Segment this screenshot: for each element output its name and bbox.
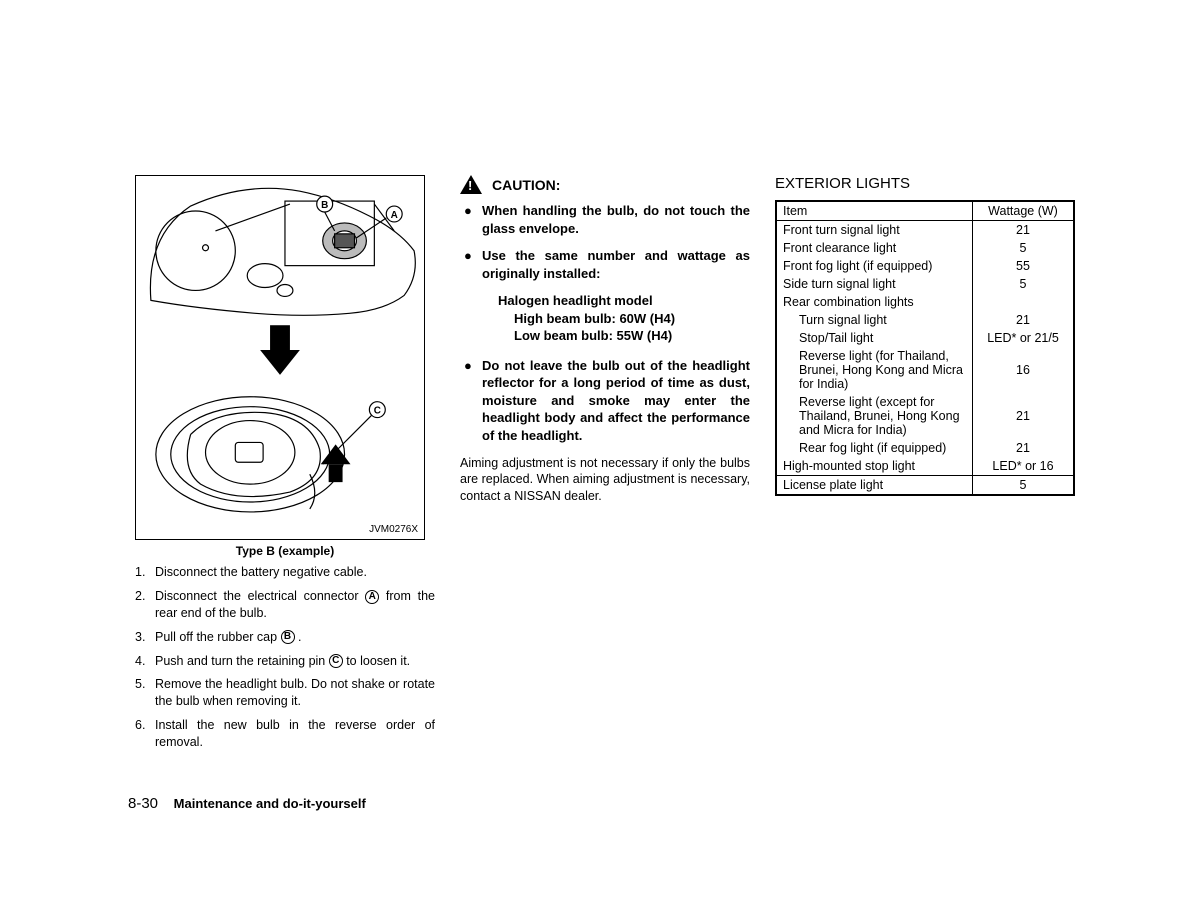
td-watt: 5 <box>973 239 1073 257</box>
th-item: Item <box>777 202 973 220</box>
caution-list: ● Do not leave the bulb out of the headl… <box>460 357 750 445</box>
td-item: Reverse light (for Thailand, Brunei, Hon… <box>777 347 973 393</box>
td-watt: 16 <box>973 347 1073 393</box>
td-item: Front clearance light <box>777 239 973 257</box>
step-number: 5. <box>135 676 155 710</box>
headlight-diagram: A B <box>135 175 425 540</box>
td-item: Reverse light (except for Thailand, Brun… <box>777 393 973 439</box>
td-watt <box>973 293 1073 311</box>
svg-text:C: C <box>374 406 381 417</box>
page-footer: 8-30 Maintenance and do-it-yourself <box>128 795 366 812</box>
step-item: 2.Disconnect the electrical connector A … <box>135 588 435 622</box>
step-number: 2. <box>135 588 155 622</box>
manual-page: A B <box>0 0 1200 758</box>
footer-text: Maintenance and do-it-yourself <box>174 796 366 811</box>
svg-text:A: A <box>391 210 398 221</box>
exterior-lights-title: EXTERIOR LIGHTS <box>775 175 1075 192</box>
caution-header: CAUTION: <box>460 175 750 194</box>
diagram-caption: Type B (example) <box>135 544 435 558</box>
caution-list: ● When handling the bulb, do not touch t… <box>460 202 750 282</box>
caution-text: When handling the bulb, do not touch the… <box>482 202 750 237</box>
table-header: Item Wattage (W) <box>777 202 1073 221</box>
td-watt: 21 <box>973 311 1073 329</box>
table-row: Turn signal light21 <box>777 311 1073 329</box>
td-watt: LED* or 16 <box>973 457 1073 475</box>
circle-label: A <box>365 590 379 604</box>
diagram-id: JVM0276X <box>369 524 418 535</box>
table-body: Front turn signal light21Front clearance… <box>777 221 1073 475</box>
step-text: Remove the headlight bulb. Do not shake … <box>155 676 435 710</box>
left-column: A B <box>135 175 435 758</box>
td-item: High-mounted stop light <box>777 457 973 475</box>
td-watt: 21 <box>973 221 1073 239</box>
caution-text: Use the same number and wattage as origi… <box>482 247 750 282</box>
diagram-svg: A B <box>136 176 424 539</box>
table-row: Reverse light (except for Thailand, Brun… <box>777 393 1073 439</box>
subblock-line: Low beam bulb: 55W (H4) <box>514 327 750 345</box>
subblock-heading: Halogen headlight model <box>498 292 750 310</box>
table-row: High-mounted stop lightLED* or 16 <box>777 457 1073 475</box>
td-item: License plate light <box>777 476 973 494</box>
td-watt: LED* or 21/5 <box>973 329 1073 347</box>
circle-label: B <box>281 630 295 644</box>
td-item: Front turn signal light <box>777 221 973 239</box>
step-number: 1. <box>135 564 155 581</box>
th-watt: Wattage (W) <box>973 202 1073 220</box>
caution-title: CAUTION: <box>492 177 560 193</box>
step-item: 3.Pull off the rubber cap B . <box>135 629 435 646</box>
td-watt: 5 <box>973 275 1073 293</box>
caution-item: ● Do not leave the bulb out of the headl… <box>460 357 750 445</box>
td-watt: 55 <box>973 257 1073 275</box>
aiming-paragraph: Aiming adjustment is not necessary if on… <box>460 455 750 506</box>
table-row: Reverse light (for Thailand, Brunei, Hon… <box>777 347 1073 393</box>
step-item: 6.Install the new bulb in the reverse or… <box>135 717 435 751</box>
td-item: Rear combination lights <box>777 293 973 311</box>
td-item: Rear fog light (if equipped) <box>777 439 973 457</box>
page-number: 8-30 <box>128 795 158 812</box>
td-item: Stop/Tail light <box>777 329 973 347</box>
table-row: Rear fog light (if equipped)21 <box>777 439 1073 457</box>
caution-text: Do not leave the bulb out of the headlig… <box>482 357 750 445</box>
step-text: Push and turn the retaining pin C to loo… <box>155 653 435 670</box>
td-item: Side turn signal light <box>777 275 973 293</box>
steps-list: 1.Disconnect the battery negative cable.… <box>135 564 435 751</box>
table-row: Front clearance light5 <box>777 239 1073 257</box>
table-row: Stop/Tail lightLED* or 21/5 <box>777 329 1073 347</box>
step-text: Disconnect the battery negative cable. <box>155 564 435 581</box>
table-row: Side turn signal light5 <box>777 275 1073 293</box>
exterior-lights-table: Item Wattage (W) Front turn signal light… <box>775 200 1075 496</box>
td-watt: 21 <box>973 439 1073 457</box>
table-row: Front turn signal light21 <box>777 221 1073 239</box>
td-watt: 5 <box>973 476 1073 494</box>
step-number: 6. <box>135 717 155 751</box>
td-watt: 21 <box>973 393 1073 439</box>
right-column: EXTERIOR LIGHTS Item Wattage (W) Front t… <box>775 175 1075 758</box>
step-text: Pull off the rubber cap B . <box>155 629 435 646</box>
step-number: 3. <box>135 629 155 646</box>
td-item: Turn signal light <box>777 311 973 329</box>
caution-subblock: Halogen headlight model High beam bulb: … <box>498 292 750 345</box>
step-text: Install the new bulb in the reverse orde… <box>155 717 435 751</box>
table-row: Rear combination lights <box>777 293 1073 311</box>
circle-label: C <box>329 654 343 668</box>
td-item: Front fog light (if equipped) <box>777 257 973 275</box>
svg-text:B: B <box>321 200 328 211</box>
subblock-line: High beam bulb: 60W (H4) <box>514 310 750 328</box>
caution-item: ● When handling the bulb, do not touch t… <box>460 202 750 237</box>
caution-item: ● Use the same number and wattage as ori… <box>460 247 750 282</box>
step-item: 4.Push and turn the retaining pin C to l… <box>135 653 435 670</box>
step-item: 1.Disconnect the battery negative cable. <box>135 564 435 581</box>
middle-column: CAUTION: ● When handling the bulb, do no… <box>460 175 750 758</box>
step-item: 5.Remove the headlight bulb. Do not shak… <box>135 676 435 710</box>
warning-icon <box>460 175 482 194</box>
step-number: 4. <box>135 653 155 670</box>
table-row: License plate light 5 <box>777 475 1073 494</box>
step-text: Disconnect the electrical connector A fr… <box>155 588 435 622</box>
table-row: Front fog light (if equipped)55 <box>777 257 1073 275</box>
